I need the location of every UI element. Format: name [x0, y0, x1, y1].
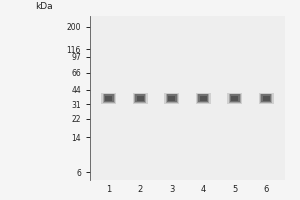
- Bar: [227, 93, 242, 104]
- Bar: [197, 94, 209, 103]
- Bar: [229, 94, 241, 103]
- Bar: [167, 94, 177, 102]
- Bar: [200, 96, 207, 101]
- Text: kDa: kDa: [35, 2, 53, 11]
- Bar: [134, 94, 146, 103]
- Bar: [198, 94, 208, 102]
- Bar: [196, 93, 211, 104]
- Bar: [259, 93, 274, 104]
- Bar: [105, 96, 112, 101]
- Bar: [133, 93, 148, 104]
- Bar: [101, 93, 116, 104]
- Bar: [103, 94, 115, 103]
- Bar: [260, 94, 272, 103]
- Bar: [262, 96, 270, 101]
- Bar: [168, 96, 175, 101]
- Bar: [261, 94, 271, 102]
- Bar: [230, 94, 240, 102]
- Bar: [164, 93, 179, 104]
- Bar: [166, 94, 178, 103]
- Bar: [104, 94, 114, 102]
- Bar: [137, 96, 144, 101]
- Bar: [231, 96, 238, 101]
- Bar: [135, 94, 146, 102]
